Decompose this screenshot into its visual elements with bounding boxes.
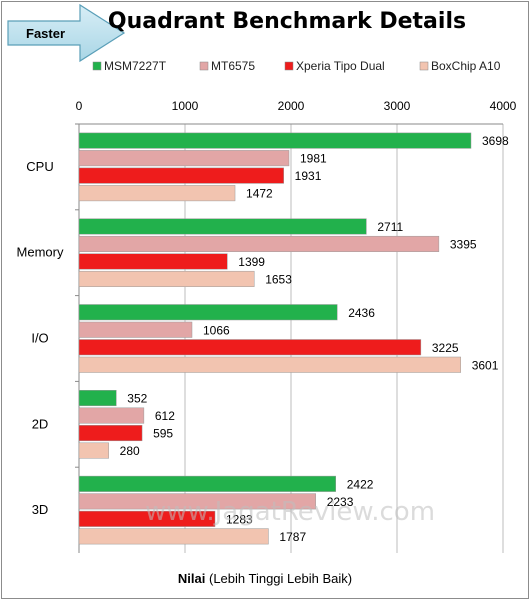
x-axis-label-rest: (Lebih Tinggi Lebih Baik) [205,571,353,586]
bar-value-label: 2436 [348,306,375,320]
x-tick-label: 1000 [172,99,199,113]
category-label: CPU [26,159,53,174]
bar-value-label: 2422 [347,477,374,491]
bar [78,167,284,184]
bar [78,442,109,459]
bar-value-label: 2711 [377,220,403,234]
category-labels: CPU Memory I/O 2D 3D [17,159,64,517]
category-label: 3D [32,502,49,517]
bar [78,218,367,235]
bar-value-label: 3698 [482,134,509,148]
faster-label: Faster [26,26,65,41]
faster-arrow-icon [7,3,126,63]
faster-arrow-badge: Faster [7,3,126,63]
bar [78,356,461,373]
x-axis-label-bold: Nilai [177,571,206,586]
watermark: www.JagatReview.com [145,497,435,527]
bar-value-label: 1787 [279,530,306,544]
chart-title: Quadrant Benchmark Details [108,9,466,34]
x-tick-label: 4000 [490,99,517,113]
legend-swatch [419,61,429,71]
bar-value-label: 2233 [327,495,354,509]
bar [78,510,216,527]
legend-swatch [284,61,294,71]
bar-value-label: 1981 [300,152,327,166]
bar-value-label: 1066 [203,323,230,337]
bar [78,425,143,442]
bar-value-label: 1931 [295,169,322,183]
bar-value-label: 3601 [472,358,499,372]
bar [78,132,472,149]
bar [78,185,236,202]
category-label: 2D [32,416,49,431]
legend-label: MT6575 [211,59,255,73]
bar-value-label: 595 [153,427,173,441]
bar-value-label: 352 [127,392,147,406]
x-tick-label: 3000 [384,99,411,113]
x-axis-label: Nilai (Lebih Tinggi Lebih Baik) [0,571,530,586]
bar-value-label: 1472 [246,187,273,201]
x-tick-label: 0 [76,99,83,113]
bar-value-label: 1283 [226,512,253,526]
bar [78,475,336,492]
bar [78,150,290,167]
bar [78,270,255,287]
legend-label: Xperia Tipo Dual [296,59,385,73]
bar-value-label: 1399 [238,255,265,269]
bar [78,304,338,321]
chart-legend: MSM7227T MT6575 Xperia Tipo Dual BoxChip A1… [92,59,501,73]
bar [78,339,422,356]
bar-value-label: 1653 [265,272,292,286]
bar [78,528,269,545]
bar [78,493,316,510]
legend-swatch [92,61,102,71]
bar [78,390,117,407]
x-axis-ticks: 0 1000 2000 3000 4000 [76,99,517,113]
legend-swatch [199,61,209,71]
x-tick-label: 2000 [278,99,305,113]
bar [78,253,228,270]
bar-value-label: 612 [155,409,175,423]
bar-value-label: 3225 [432,341,459,355]
bar [78,407,145,424]
bar-value-label: 280 [120,444,140,458]
bar-value-label: 3395 [450,237,477,251]
bar [78,235,440,252]
category-label: I/O [31,331,48,346]
bar [78,321,193,338]
category-label: Memory [17,245,64,260]
legend-label: MSM7227T [104,59,167,73]
legend-label: BoxChip A10 [431,59,501,73]
